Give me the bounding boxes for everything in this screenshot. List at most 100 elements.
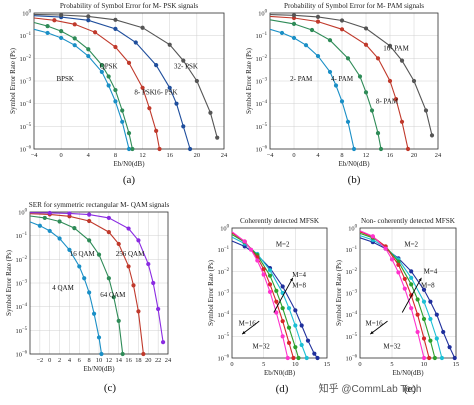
data-point	[409, 269, 414, 274]
data-point	[37, 223, 42, 228]
y-tick-label: 10−3	[218, 290, 230, 298]
x-tick-label: 12	[139, 152, 145, 159]
data-point	[111, 295, 116, 300]
x-tick-label: 20	[194, 152, 200, 159]
series-4-qam	[29, 221, 104, 357]
data-point	[113, 17, 118, 22]
data-point	[120, 119, 125, 124]
x-tick-label: 14	[116, 357, 123, 364]
data-point	[274, 299, 279, 304]
y-tick-label: 10−2	[218, 268, 230, 276]
series-2-pam	[269, 28, 357, 152]
plot-frame	[231, 227, 328, 359]
data-point	[399, 119, 405, 124]
x-tick-label: −2	[36, 357, 43, 364]
series-line	[359, 231, 430, 359]
data-point	[136, 309, 141, 314]
series-line	[269, 28, 355, 150]
data-point	[140, 85, 145, 90]
data-point	[59, 12, 64, 18]
data-point	[113, 26, 118, 31]
data-point	[432, 355, 437, 361]
y-tick-label: 10−4	[346, 311, 358, 319]
data-point	[315, 355, 320, 361]
series-line	[269, 15, 409, 150]
curve-label: M=4	[292, 271, 306, 279]
data-point	[345, 119, 351, 124]
data-point	[133, 40, 138, 45]
x-tick-label: 4	[68, 357, 72, 364]
y-tick-label: 10−6	[16, 351, 28, 359]
data-point	[86, 18, 91, 23]
data-point	[113, 87, 118, 93]
x-tick-label: 8	[114, 152, 117, 159]
x-tick-label: 8	[88, 357, 91, 364]
y-tick-label: 10−2	[346, 268, 358, 276]
annotation-arrowhead	[289, 277, 293, 282]
data-point	[120, 108, 125, 113]
data-point	[99, 69, 104, 75]
data-point	[181, 58, 186, 63]
watermark: 知乎 @CommLab Tech	[319, 382, 422, 395]
x-tick-label: −4	[267, 152, 275, 159]
data-point	[279, 30, 285, 36]
chart-title: SER for symmetric rectangular M- QAM sig…	[29, 201, 170, 209]
data-point	[409, 282, 414, 287]
curve-label: 8- PAM	[376, 98, 399, 106]
data-point	[167, 85, 172, 90]
data-point	[293, 308, 298, 313]
y-tick-label: 10−4	[218, 311, 230, 319]
data-point	[434, 336, 439, 341]
data-point	[423, 108, 429, 113]
chart-panel-a: −4 0 4 8 12 16 20 24 100 10−1 10−2 10−3 10−4 10−5 10−6…	[9, 2, 228, 186]
y-tick-label: 100	[22, 10, 31, 18]
x-tick-label: 24	[435, 152, 442, 159]
data-point	[160, 340, 166, 345]
y-tick-label: 10−5	[256, 123, 268, 131]
x-axis-label: Eb/N0(dB)	[338, 160, 370, 168]
series-m-32	[359, 230, 427, 361]
y-tick-label: 10−4	[16, 303, 28, 311]
data-point	[421, 316, 427, 322]
series-256-qam	[29, 210, 166, 345]
data-point	[167, 42, 172, 47]
data-point	[126, 60, 132, 65]
curve-label: 16- PSK	[154, 89, 178, 97]
y-tick-label: 10−6	[346, 355, 358, 363]
x-tick-label: 16	[167, 152, 173, 159]
series-m-2	[359, 237, 457, 361]
data-point	[242, 239, 247, 244]
data-point	[140, 25, 145, 30]
data-point	[146, 261, 151, 267]
y-axis-label: Symbol Error Rate (Ps)	[9, 47, 17, 114]
curve-label: 8- PSK	[134, 89, 154, 97]
data-point	[429, 133, 435, 138]
series-line	[231, 240, 318, 359]
data-point	[378, 146, 384, 152]
data-point	[126, 131, 132, 136]
curve-label: QPSK	[100, 63, 118, 71]
series-line	[33, 28, 130, 150]
chart-caption: (d)	[276, 383, 289, 395]
data-point	[91, 311, 97, 316]
annotation-arrowhead	[370, 331, 374, 335]
y-tick-label: 10−6	[256, 146, 268, 154]
chart-title: Probability of Symbol Error for M- PAM s…	[284, 2, 424, 10]
data-point	[194, 78, 199, 84]
series-32-psk	[33, 12, 220, 140]
data-point	[96, 335, 102, 340]
data-point	[293, 323, 298, 328]
data-point	[421, 287, 427, 292]
plot-frame	[29, 211, 169, 355]
curve-label: 256 QAM	[116, 250, 145, 258]
data-point	[274, 310, 279, 315]
x-tick-label: 0	[48, 357, 51, 364]
series-line	[269, 19, 382, 150]
x-tick-label: 16	[125, 357, 131, 364]
data-point	[267, 289, 273, 295]
data-point	[187, 146, 193, 152]
data-point	[339, 27, 345, 32]
data-point	[428, 299, 433, 304]
y-tick-label: 10−5	[346, 333, 358, 341]
data-point	[315, 19, 321, 24]
